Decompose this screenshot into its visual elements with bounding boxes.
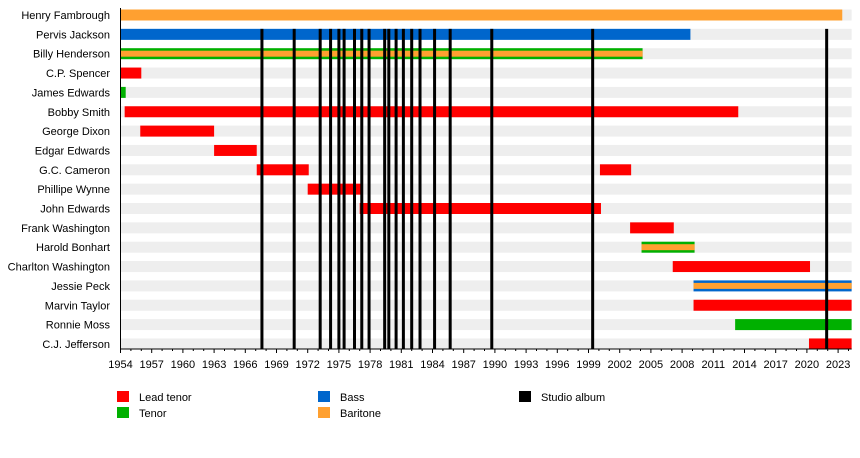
row-stripe bbox=[120, 241, 852, 253]
member-bar-lead_tenor bbox=[140, 125, 215, 137]
x-tick-label: 1954 bbox=[108, 359, 132, 371]
member-bar-baritone bbox=[120, 9, 843, 21]
legend-swatch-baritone bbox=[318, 407, 330, 418]
member-label: G.C. Cameron bbox=[39, 165, 110, 177]
member-bar-tenor bbox=[120, 86, 126, 98]
member-label: Henry Fambrough bbox=[21, 10, 110, 22]
member-bar-lead_tenor bbox=[693, 299, 852, 311]
x-tick-label: 2008 bbox=[670, 359, 694, 371]
legend-swatch-tenor bbox=[117, 407, 129, 418]
x-tick-label: 1963 bbox=[202, 359, 226, 371]
member-label: C.P. Spencer bbox=[46, 68, 110, 80]
row-stripe bbox=[120, 86, 852, 98]
x-tick-label: 1987 bbox=[451, 359, 475, 371]
x-tick-label: 2023 bbox=[826, 359, 850, 371]
x-tick-label: 1972 bbox=[295, 359, 319, 371]
member-bar-lead_tenor bbox=[307, 183, 361, 195]
row-stripe bbox=[120, 67, 852, 79]
member-label: Phillipe Wynne bbox=[37, 184, 110, 196]
member-bar-lead_tenor bbox=[672, 261, 811, 273]
member-label: George Dixon bbox=[42, 126, 110, 138]
member-bar-baritone bbox=[641, 244, 695, 251]
member-bar-bass bbox=[120, 28, 691, 40]
legend-label: Baritone bbox=[340, 408, 381, 420]
member-bar-lead_tenor bbox=[214, 144, 257, 156]
row-stripe bbox=[120, 125, 852, 137]
member-bar-lead_tenor bbox=[120, 67, 142, 79]
row-stripe bbox=[120, 261, 852, 273]
legend-label: Studio album bbox=[541, 392, 605, 404]
member-label: Billy Henderson bbox=[33, 49, 110, 61]
x-tick-label: 1978 bbox=[358, 359, 382, 371]
legend-swatch-studio_album bbox=[519, 391, 531, 402]
member-bar-baritone bbox=[693, 282, 852, 289]
member-label: C.J. Jefferson bbox=[42, 339, 110, 351]
member-label: Harold Bonhart bbox=[36, 242, 110, 254]
member-bar-lead_tenor bbox=[359, 203, 601, 214]
row-stripe bbox=[120, 338, 852, 350]
x-tick-label: 2020 bbox=[795, 359, 819, 371]
member-bar-baritone bbox=[120, 50, 643, 57]
member-label: Edgar Edwards bbox=[35, 145, 111, 157]
member-bar-lead_tenor bbox=[630, 222, 674, 234]
row-stripe bbox=[120, 164, 852, 176]
x-tick-label: 2014 bbox=[732, 359, 756, 371]
row-stripe bbox=[120, 319, 852, 331]
legend-swatch-bass bbox=[318, 391, 330, 402]
legend-label: Lead tenor bbox=[139, 392, 192, 404]
member-bar-lead_tenor bbox=[599, 164, 632, 176]
x-tick-label: 2002 bbox=[607, 359, 631, 371]
x-tick-label: 2011 bbox=[701, 359, 725, 371]
row-stripe bbox=[120, 222, 852, 234]
member-label: Bobby Smith bbox=[48, 107, 110, 119]
x-tick-label: 1990 bbox=[483, 359, 507, 371]
member-bar-lead_tenor bbox=[256, 164, 309, 176]
x-tick-label: 1969 bbox=[264, 359, 288, 371]
member-bar-tenor bbox=[735, 319, 852, 331]
x-tick-label: 2005 bbox=[639, 359, 663, 371]
x-tick-label: 1966 bbox=[233, 359, 257, 371]
x-tick-label: 1984 bbox=[420, 359, 444, 371]
x-tick-label: 1993 bbox=[514, 359, 538, 371]
member-label: Marvin Taylor bbox=[45, 300, 111, 312]
row-stripe bbox=[120, 144, 852, 156]
member-label: James Edwards bbox=[32, 87, 111, 99]
x-tick-label: 1975 bbox=[327, 359, 351, 371]
row-stripe bbox=[120, 280, 852, 292]
member-label: Charlton Washington bbox=[8, 262, 110, 274]
row-stripe bbox=[120, 299, 852, 311]
x-tick-label: 1960 bbox=[171, 359, 195, 371]
member-bar-lead_tenor bbox=[124, 106, 739, 118]
member-bar-lead_tenor bbox=[808, 338, 852, 350]
x-tick-label: 2017 bbox=[763, 359, 787, 371]
x-tick-label: 1957 bbox=[139, 359, 163, 371]
member-label: John Edwards bbox=[40, 204, 110, 216]
row-stripe bbox=[120, 183, 852, 195]
x-tick-label: 1981 bbox=[389, 359, 413, 371]
x-tick-label: 1999 bbox=[576, 359, 600, 371]
legend-label: Tenor bbox=[139, 408, 167, 420]
x-tick-label: 1996 bbox=[545, 359, 569, 371]
legend-label: Bass bbox=[340, 392, 365, 404]
member-label: Frank Washington bbox=[21, 223, 110, 235]
member-label: Jessie Peck bbox=[51, 281, 110, 293]
member-label: Ronnie Moss bbox=[46, 320, 111, 332]
legend-swatch-lead_tenor bbox=[117, 391, 129, 402]
member-label: Pervis Jackson bbox=[36, 29, 110, 41]
